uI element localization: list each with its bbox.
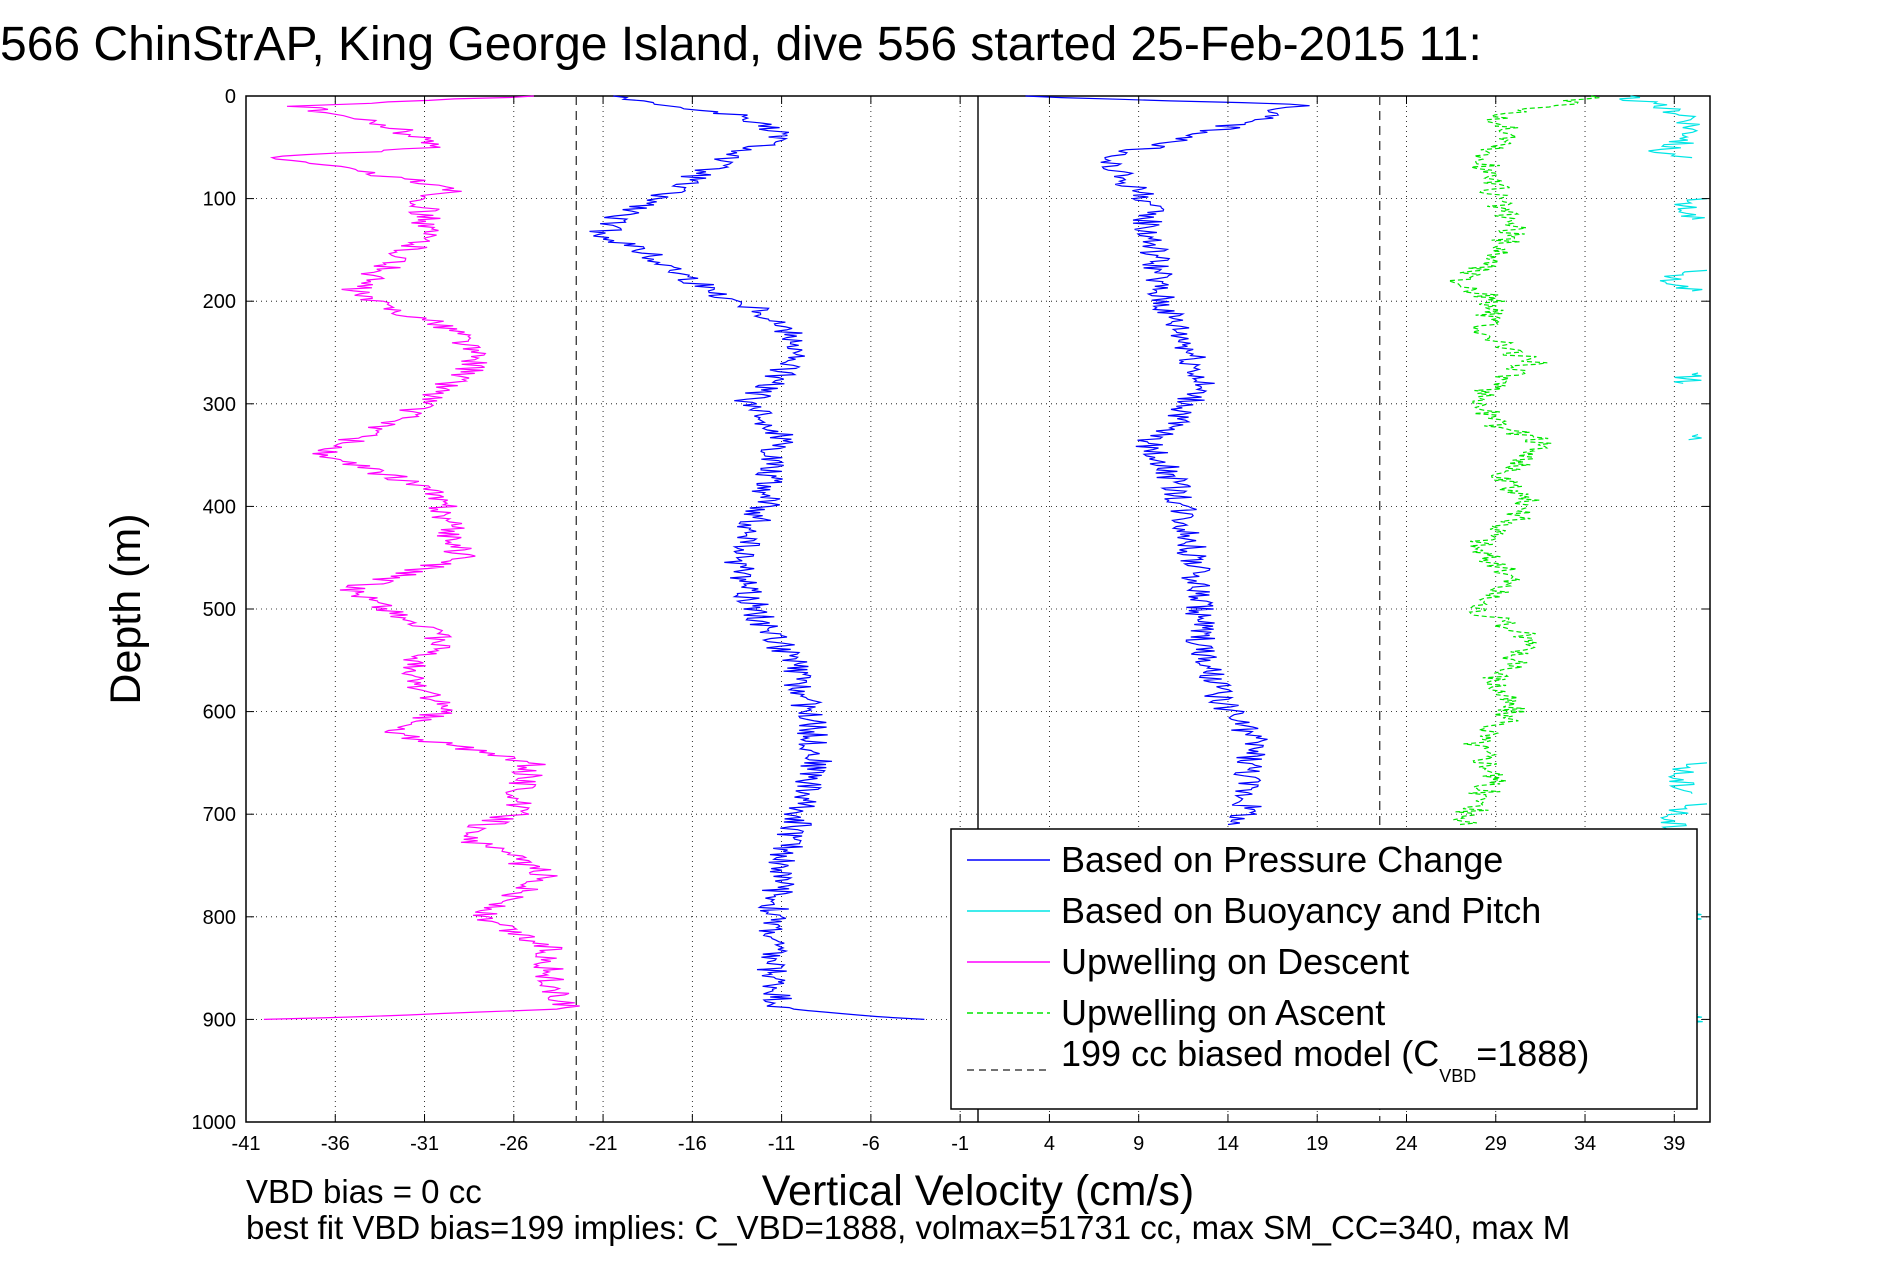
legend-label-ascent: Upwelling on Ascent bbox=[1061, 992, 1385, 1033]
x-tick-label: 34 bbox=[1574, 1133, 1596, 1155]
x-tick-label: -16 bbox=[678, 1133, 707, 1155]
x-tick-label: -6 bbox=[862, 1133, 880, 1155]
legend-model-main: 199 cc biased model (C bbox=[1061, 1033, 1439, 1074]
legend-model-end: =1888) bbox=[1476, 1033, 1589, 1074]
x-tick-label: -21 bbox=[589, 1133, 618, 1155]
x-tick-label: -41 bbox=[232, 1133, 261, 1155]
x-tick-label: 39 bbox=[1663, 1133, 1685, 1155]
x-tick-label: -31 bbox=[410, 1133, 439, 1155]
legend-label-buoyancy: Based on Buoyancy and Pitch bbox=[1061, 890, 1541, 931]
series-line bbox=[1667, 762, 1708, 794]
y-tick-label: 900 bbox=[203, 1009, 236, 1031]
x-tick-label: 19 bbox=[1306, 1133, 1328, 1155]
y-tick-label: 700 bbox=[203, 804, 236, 826]
legend-label-pressure: Based on Pressure Change bbox=[1061, 839, 1503, 880]
y-tick-labels: 0 100 200 300 400 500 600 700 800 900 1000 bbox=[192, 86, 237, 1134]
series-line bbox=[1674, 372, 1702, 384]
series-line bbox=[1448, 95, 1600, 826]
y-axis-label: Depth (m) bbox=[102, 513, 150, 704]
y-tick-label: 600 bbox=[203, 702, 236, 724]
chart-title: 566 ChinStrAP, King George Island, dive … bbox=[0, 18, 1482, 71]
x-tick-label: 9 bbox=[1133, 1133, 1144, 1155]
y-tick-label: 0 bbox=[225, 86, 236, 108]
series-line bbox=[263, 95, 580, 1020]
series-line bbox=[1659, 269, 1708, 292]
series-line bbox=[1025, 95, 1310, 826]
y-tick-label: 100 bbox=[203, 189, 236, 211]
x-tick-label: -26 bbox=[499, 1133, 528, 1155]
x-tick-label: 29 bbox=[1485, 1133, 1507, 1155]
legend-label-model: 199 cc biased model (CVBD=1888) bbox=[1061, 1033, 1589, 1086]
y-tick-label: 500 bbox=[203, 599, 236, 621]
series-line bbox=[589, 95, 925, 1020]
axis-ticks bbox=[245, 95, 1710, 1123]
series-3 bbox=[1448, 95, 1600, 826]
series-0 bbox=[589, 95, 1310, 1020]
x-tick-label: -36 bbox=[321, 1133, 350, 1155]
y-tick-label: 800 bbox=[203, 907, 236, 929]
data-series bbox=[263, 95, 1708, 1026]
series-line bbox=[1619, 95, 1700, 159]
x-tick-label: 4 bbox=[1044, 1133, 1055, 1155]
y-tick-label: 1000 bbox=[192, 1112, 237, 1134]
legend-box bbox=[950, 828, 1698, 1110]
series-line bbox=[1674, 198, 1708, 220]
x-tick-label: -11 bbox=[768, 1133, 795, 1155]
x-tick-label: 24 bbox=[1395, 1133, 1417, 1155]
legend-model-sub: VBD bbox=[1439, 1066, 1476, 1086]
legend: Based on Pressure Change Based on Buoyan… bbox=[950, 828, 1698, 1110]
footer-vbd-bias: VBD bias = 0 cc bbox=[246, 1173, 482, 1210]
y-tick-label: 200 bbox=[203, 291, 236, 313]
series-line bbox=[1688, 434, 1702, 441]
x-axis-label: Vertical Velocity (cm/s) bbox=[762, 1167, 1195, 1215]
y-tick-label: 300 bbox=[203, 394, 236, 416]
x-tick-label: 14 bbox=[1217, 1133, 1239, 1155]
x-tick-label: -1 bbox=[951, 1133, 969, 1155]
legend-label-descent: Upwelling on Descent bbox=[1061, 941, 1409, 982]
footer-best-fit: best fit VBD bias=199 implies: C_VBD=188… bbox=[246, 1209, 1570, 1246]
x-tick-labels: -41 -36 -31 -26 -21 -16 -11 -6 -1 4 9 14 19 24 29 34 39 bbox=[232, 1133, 1686, 1155]
series-1 bbox=[1619, 95, 1708, 1026]
y-tick-label: 400 bbox=[203, 496, 236, 518]
series-2 bbox=[263, 95, 580, 1020]
